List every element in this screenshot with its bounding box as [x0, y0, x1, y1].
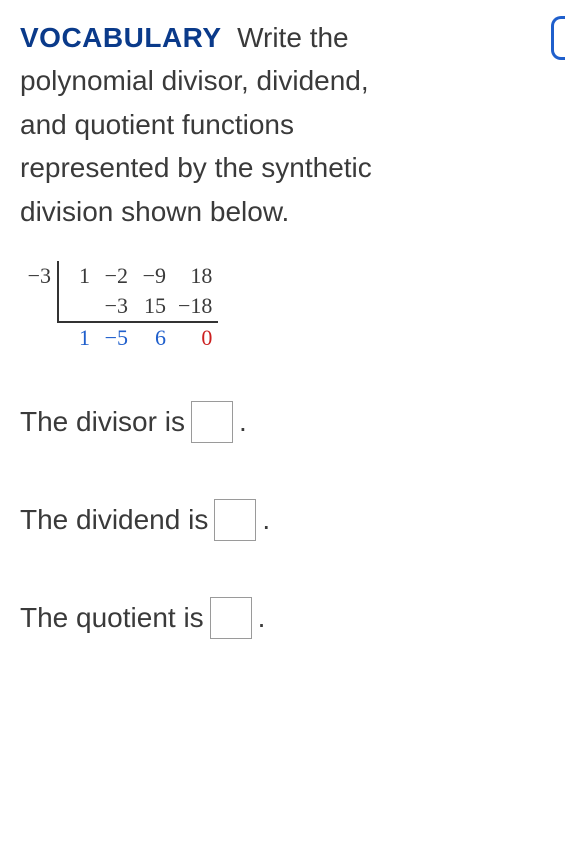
- synth-r2c4: −18: [172, 291, 218, 322]
- synth-r3c4: 0: [172, 322, 218, 353]
- dividend-line: The dividend is .: [20, 499, 551, 541]
- vocabulary-label: VOCABULARY: [20, 22, 222, 53]
- synthetic-table: −3 1 −2 −9 18 −3 15 −18 1 −5 6 0: [20, 261, 218, 353]
- quotient-input[interactable]: [210, 597, 252, 639]
- synth-r3c2: −5: [96, 322, 134, 353]
- dividend-label: The dividend is: [20, 504, 208, 536]
- help-badge[interactable]: [551, 16, 565, 60]
- synth-outside: −3: [20, 261, 58, 322]
- synth-spacer: [20, 322, 58, 353]
- synth-r1c4: 18: [172, 261, 218, 291]
- quotient-label: The quotient is: [20, 602, 204, 634]
- dividend-input[interactable]: [214, 499, 256, 541]
- synthetic-division: −3 1 −2 −9 18 −3 15 −18 1 −5 6 0: [20, 261, 551, 353]
- quotient-line: The quotient is .: [20, 597, 551, 639]
- divisor-input[interactable]: [191, 401, 233, 443]
- period: .: [258, 602, 266, 634]
- divisor-label: The divisor is: [20, 406, 185, 438]
- synth-r2c1: [58, 291, 96, 322]
- synth-r1c3: −9: [134, 261, 172, 291]
- synth-r1c2: −2: [96, 261, 134, 291]
- synth-r3c1: 1: [58, 322, 96, 353]
- synth-r3c3: 6: [134, 322, 172, 353]
- question-block: VOCABULARY Write the polynomial divisor,…: [20, 16, 400, 233]
- synth-r1c1: 1: [58, 261, 96, 291]
- synth-r2c3: 15: [134, 291, 172, 322]
- period: .: [239, 406, 247, 438]
- synth-r2c2: −3: [96, 291, 134, 322]
- divisor-line: The divisor is .: [20, 401, 551, 443]
- period: .: [262, 504, 270, 536]
